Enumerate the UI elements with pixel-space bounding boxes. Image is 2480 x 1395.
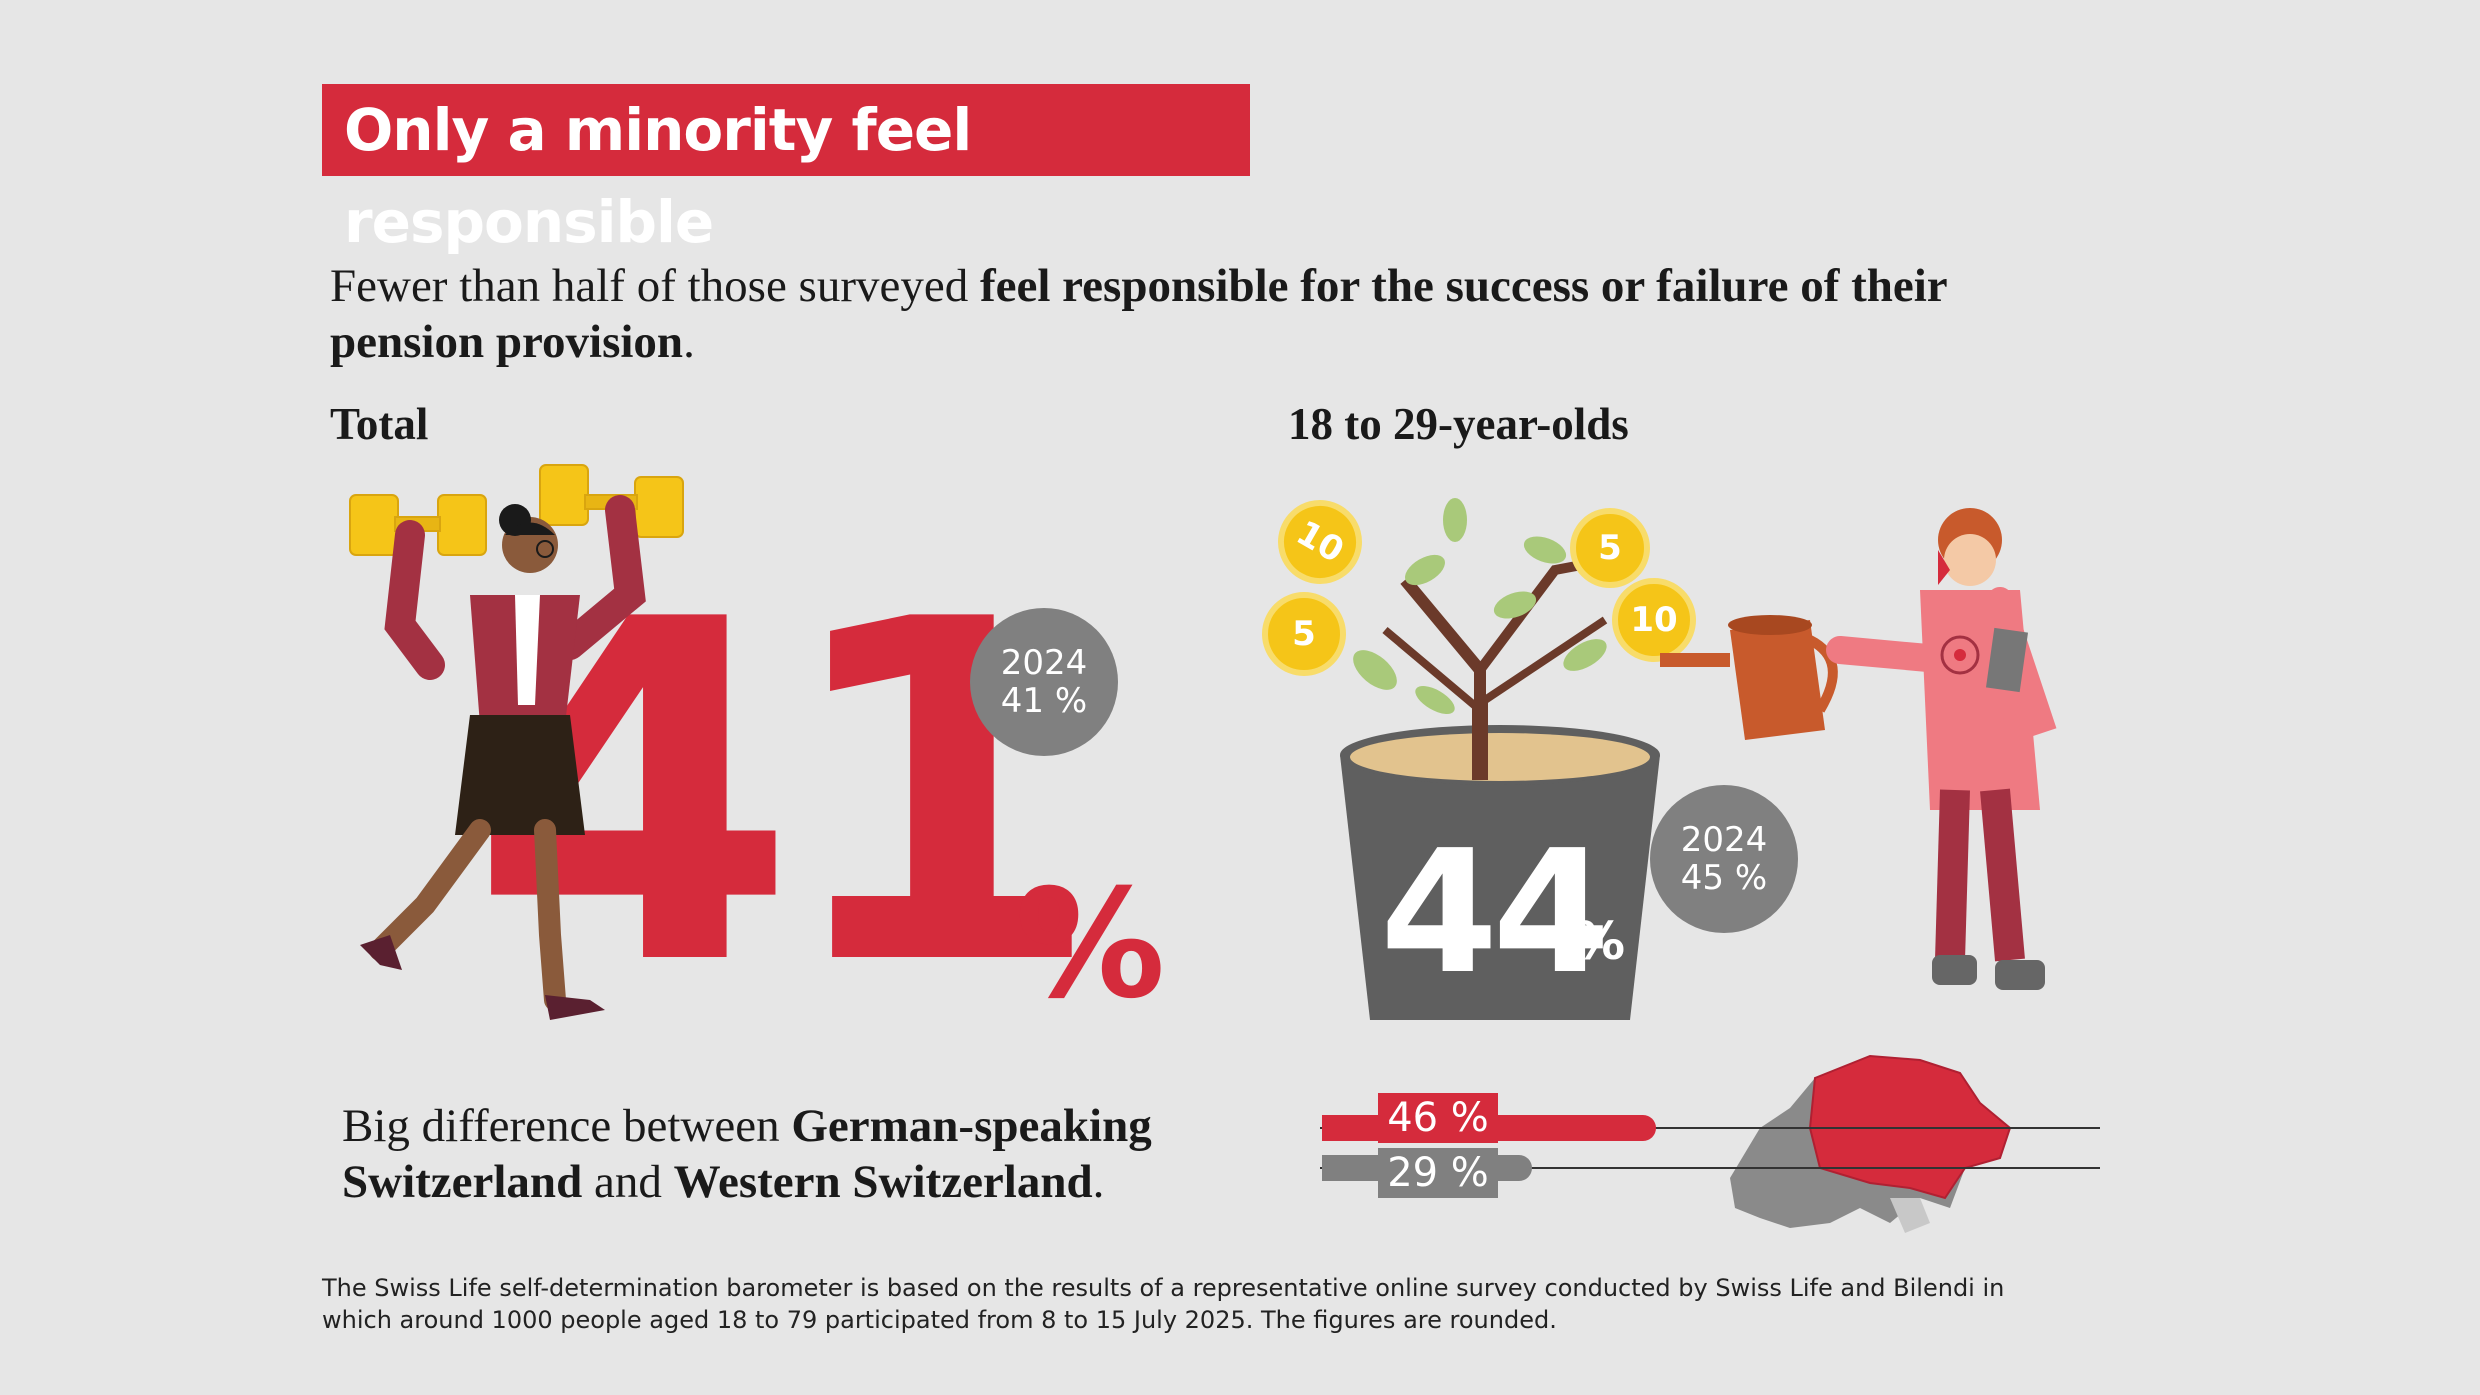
intro-end: . bbox=[683, 316, 695, 368]
difference-text: Big difference between German-speaking S… bbox=[342, 1098, 1152, 1210]
coin-5-right: 5 bbox=[1570, 508, 1650, 588]
bar-western-label: 29 % bbox=[1378, 1148, 1498, 1198]
young-label: 18 to 29-year-olds bbox=[1288, 399, 1629, 449]
difference-b3: Western Switzerland bbox=[673, 1156, 1093, 1208]
page-title: Only a minority feel responsible bbox=[322, 84, 1250, 256]
bar-track-western bbox=[1320, 1167, 2100, 1169]
money-tree-icon bbox=[1340, 498, 1660, 1020]
intro-text: Fewer than half of those surveyed feel r… bbox=[330, 258, 2030, 370]
young-prev-badge: 2024 45 % bbox=[1650, 785, 1798, 933]
coin-5-left: 5 bbox=[1262, 592, 1346, 676]
difference-end: . bbox=[1092, 1156, 1105, 1208]
difference-b2: Switzerland bbox=[342, 1156, 583, 1208]
bar-german-label: 46 % bbox=[1378, 1093, 1498, 1143]
switzerland-map-icon bbox=[1730, 1054, 2012, 1233]
difference-b1: German-speaking bbox=[791, 1100, 1152, 1152]
difference-p2: and bbox=[582, 1156, 674, 1208]
difference-p1: Big difference between bbox=[342, 1100, 792, 1152]
coin-10-right: 10 bbox=[1612, 578, 1696, 662]
gardener-girl-icon bbox=[1660, 508, 2057, 990]
total-unit: % bbox=[1015, 858, 1166, 1032]
young-value: 44 bbox=[1380, 814, 1611, 1012]
young-unit: % bbox=[1573, 912, 1626, 972]
total-prev-badge: 2024 41 % bbox=[970, 608, 1118, 756]
watering-can-icon bbox=[1660, 615, 1838, 740]
total-label: Total bbox=[330, 399, 429, 449]
intro-bold: feel responsible for the success or fail… bbox=[330, 260, 1947, 368]
bar-track-german bbox=[1320, 1127, 2100, 1129]
footnote: The Swiss Life self-determination barome… bbox=[322, 1274, 2005, 1334]
young-prev-year: 2024 bbox=[1680, 820, 1768, 860]
weightlifting-woman-icon bbox=[349, 464, 684, 1020]
total-prev-value: 41 % bbox=[1000, 681, 1088, 721]
young-prev-value: 45 % bbox=[1680, 858, 1768, 898]
total-prev-year: 2024 bbox=[1000, 643, 1088, 683]
intro-plain: Fewer than half of those surveyed bbox=[330, 260, 980, 312]
